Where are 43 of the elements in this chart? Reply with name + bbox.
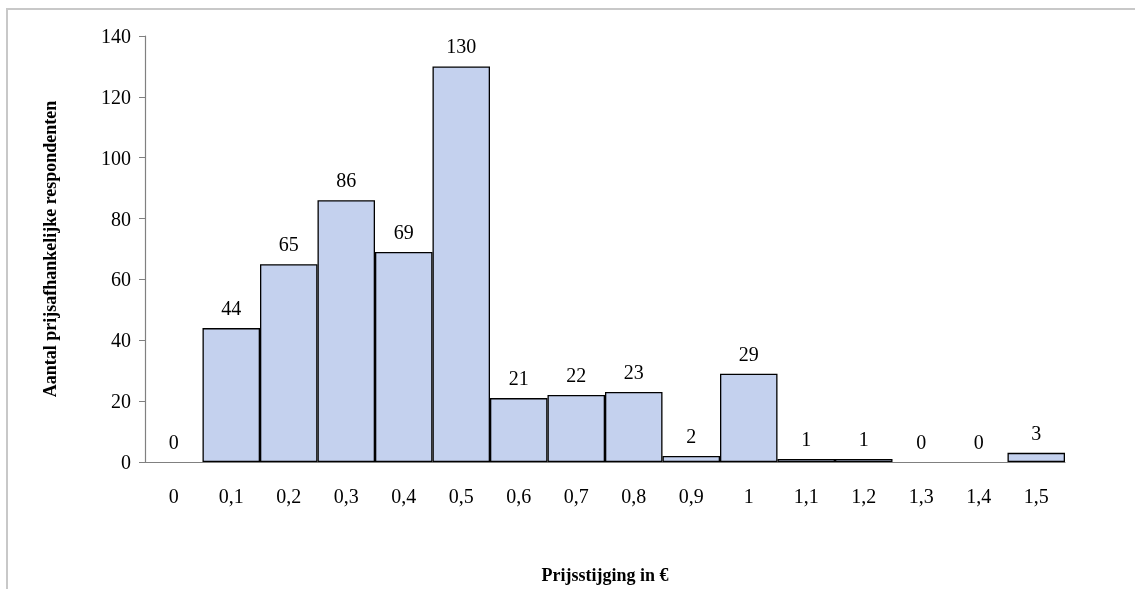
- data-label: 23: [623, 361, 644, 384]
- x-tick-label: 0,1: [218, 485, 244, 507]
- x-tick-label: 0,9: [678, 485, 704, 507]
- x-tick-label: 0,4: [391, 485, 417, 507]
- bar: [1007, 452, 1065, 462]
- x-tick-label: 0,5: [448, 485, 474, 507]
- y-tick-label: 0: [121, 451, 131, 473]
- data-label: 0: [168, 431, 179, 453]
- x-tick-label: 1,3: [908, 485, 934, 507]
- data-label: 1: [801, 427, 812, 450]
- x-tick-label: 0,6: [506, 485, 532, 507]
- y-tick-label: 40: [111, 329, 131, 352]
- data-label: 0: [916, 431, 927, 453]
- y-tick-label: 100: [101, 146, 131, 169]
- data-label: 29: [738, 342, 759, 365]
- x-tick-label: 0,7: [563, 485, 589, 507]
- x-tick-label: 0,2: [276, 485, 302, 507]
- data-label: 3: [1031, 421, 1042, 444]
- x-tick-label: 0: [168, 485, 179, 507]
- y-tick-label: 140: [101, 25, 131, 47]
- x-axis-title: Prijsstijging in €: [541, 565, 669, 585]
- data-label: 130: [446, 35, 477, 58]
- data-label: 65: [278, 233, 299, 256]
- y-tick-label: 20: [111, 390, 131, 413]
- x-tick-label: 1,1: [793, 485, 819, 507]
- y-tick-label: 60: [111, 268, 131, 291]
- y-tick-label: 120: [101, 85, 131, 108]
- data-label: 86: [336, 169, 357, 192]
- data-label: 0: [973, 431, 984, 453]
- x-tick-label: 1: [743, 485, 754, 507]
- x-tick-label: 0,3: [333, 485, 359, 507]
- data-label: 2: [686, 424, 697, 447]
- x-tick-label: 1,5: [1023, 485, 1049, 507]
- x-tick-label: 0,8: [621, 485, 647, 507]
- x-tick-label: 1,4: [966, 485, 992, 507]
- y-axis-title: Aantal prijsafhankelijke respondenten: [40, 100, 60, 398]
- data-label: 69: [393, 221, 414, 244]
- data-label: 44: [221, 297, 242, 320]
- y-tick-label: 80: [111, 207, 131, 230]
- x-tick-label: 1,2: [851, 485, 877, 507]
- data-label: 22: [566, 364, 587, 387]
- data-label: 1: [858, 427, 869, 450]
- data-label: 21: [508, 367, 529, 390]
